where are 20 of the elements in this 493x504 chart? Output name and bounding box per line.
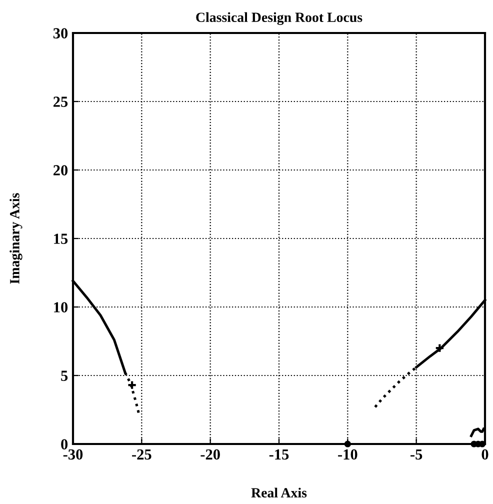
y-axis-title: Imaginary Axis	[10, 193, 22, 284]
x-tick-label: -15	[269, 449, 289, 460]
y-tick-label: 5	[61, 370, 68, 381]
y-tick-label: 0	[61, 439, 68, 450]
x-tick-label: -5	[410, 449, 422, 460]
x-tick-label: 0	[482, 449, 488, 460]
x-tick-label: -25	[132, 449, 152, 460]
y-tick-label: 20	[54, 165, 68, 176]
y-tick-label: 25	[54, 96, 68, 107]
y-tick-label: 15	[54, 234, 68, 244]
chart-title: Classical Design Root Locus	[196, 12, 362, 25]
x-tick-label: -20	[200, 449, 220, 460]
y-tick-label: 30	[53, 28, 68, 38]
x-tick-label: -30	[63, 449, 83, 460]
point	[434, 343, 445, 353]
y-tick-label: 10	[54, 302, 68, 312]
point	[344, 440, 351, 448]
x-axis-title: Real Axis	[251, 488, 307, 498]
x-tick-label: -10	[338, 449, 358, 460]
point	[127, 380, 137, 390]
